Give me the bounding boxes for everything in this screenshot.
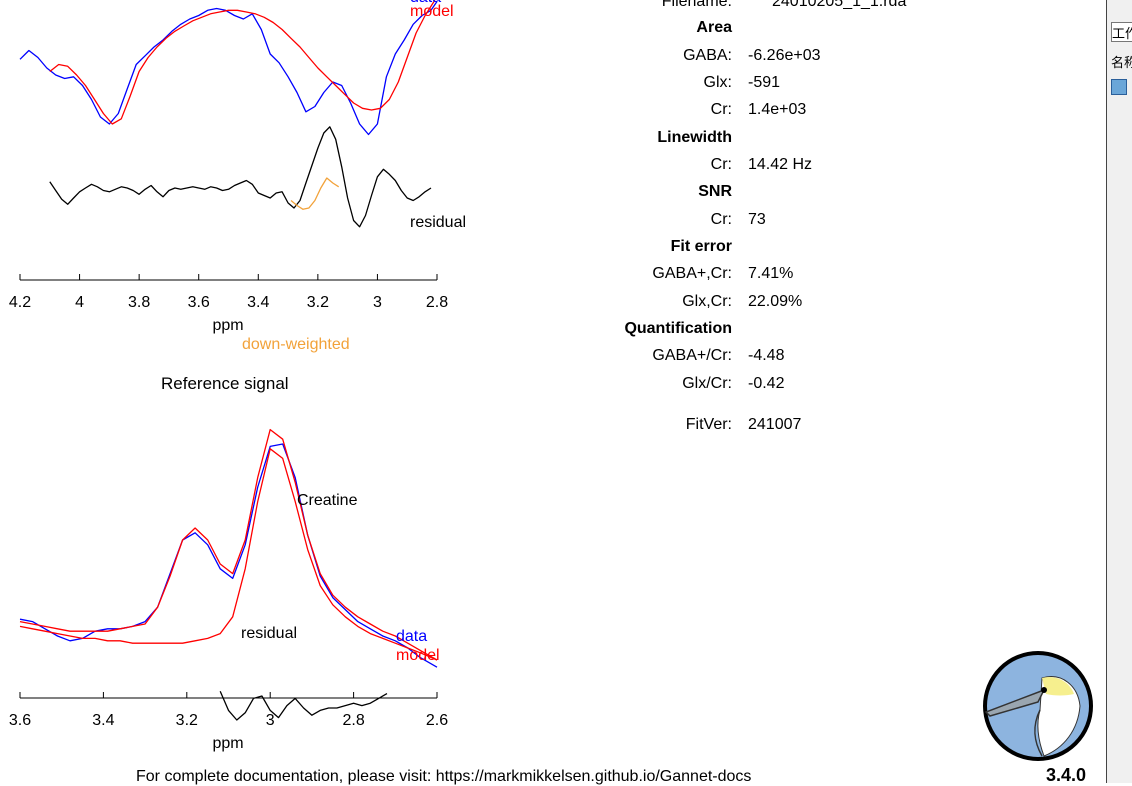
area-header-row: Area [560, 19, 880, 39]
quantification-header: Quantification [624, 320, 732, 337]
cr-linewidth-label: Cr: [710, 156, 732, 173]
x-tick-label: 3.2 [176, 712, 198, 729]
cr-area-label: Cr: [710, 101, 732, 118]
reference-signal-title: Reference signal [161, 374, 289, 393]
down-weighted-label: down-weighted [242, 336, 350, 353]
series-line-data [19, 443, 438, 668]
filename-value: 24010205_1_1.rda [772, 0, 907, 10]
cr-snr-value: 73 [748, 211, 766, 228]
x-tick-label: 3.4 [247, 294, 269, 311]
glx-area-value: -591 [748, 74, 781, 91]
x-tick-label: 3 [373, 294, 382, 311]
gaba-area-label: GABA: [683, 47, 732, 64]
glx-cr-ratio-value: -0.42 [748, 375, 785, 392]
x-tick-label: 2.6 [426, 712, 448, 729]
x-tick-label: 4.2 [9, 294, 31, 311]
side-tab-1[interactable]: 工作 [1111, 22, 1132, 42]
x-tick-label: 3.4 [92, 712, 114, 729]
side-tab-2[interactable]: 名称 [1111, 55, 1132, 70]
x-tick-label: 3.6 [188, 294, 210, 311]
x-tick-label: 3.6 [9, 712, 31, 729]
cr-snr-label: Cr: [710, 211, 732, 228]
quantification-header-row: Quantification [560, 320, 880, 340]
fit-version-label: FitVer: [685, 416, 732, 433]
cr-snr-row: Cr: 73 [560, 211, 880, 231]
glx-cr-fit-error-label: Glx,Cr: [682, 293, 732, 310]
x-tick-label: 4 [75, 294, 84, 311]
series-line-model [49, 0, 436, 125]
x-tick-label: 3.2 [307, 294, 329, 311]
x-tick-label: 2.8 [426, 294, 448, 311]
series-line-data [19, 1, 438, 136]
cr-linewidth-value: 14.42 Hz [748, 156, 813, 173]
glx-cr-fit-error-row: Glx,Cr: 22.09% [560, 293, 880, 313]
cr-area-value: 1.4e+03 [748, 101, 807, 118]
filename-label: Filename: [661, 0, 732, 10]
x-tick-label: 2.8 [342, 712, 364, 729]
cr-linewidth-row: Cr: 14.42 Hz [560, 156, 880, 176]
glx-area-row: Glx: -591 [560, 74, 880, 94]
residual-label: residual [241, 625, 297, 642]
gaba-area-row: GABA: -6.26e+03 [560, 47, 880, 67]
area-header: Area [696, 19, 732, 36]
residual-label: residual [410, 214, 466, 231]
gannet-logo-icon [983, 651, 1093, 761]
creatine-label: Creatine [297, 492, 358, 509]
documentation-link-text: For complete documentation, please visit… [136, 768, 752, 785]
series-line-model [19, 428, 438, 661]
legend-data-label: data [396, 628, 427, 645]
reference-fit-plot: 3.6 3.4 3.2 3 2.8 2.6 ppm data model Creatine resi… [9, 428, 448, 752]
series-line-residual [49, 126, 432, 228]
fit-error-header: Fit error [670, 238, 732, 255]
legend-model-label: model [410, 3, 454, 20]
filename-row: Filename: 24010205_1_1.rda [560, 0, 907, 13]
side-file-icon[interactable] [1111, 78, 1132, 96]
x-axis-label: ppm [212, 735, 243, 752]
glx-area-label: Glx: [703, 74, 732, 91]
fit-version-value: 241007 [748, 416, 802, 433]
snr-header-row: SNR [560, 183, 880, 203]
fit-error-header-row: Fit error [560, 238, 880, 258]
gaba-cr-fit-error-row: GABA+,Cr: 7.41% [560, 265, 880, 285]
linewidth-header-row: Linewidth [560, 129, 880, 149]
glx-cr-ratio-label: Glx/Cr: [682, 375, 732, 392]
x-axis-label: ppm [212, 317, 243, 334]
gaba-area-value: -6.26e+03 [748, 47, 821, 64]
gaba-cr-ratio-row: GABA+/Cr: -4.48 [560, 347, 880, 367]
fit-version-row: FitVer: 241007 [560, 416, 880, 436]
cr-area-row: Cr: 1.4e+03 [560, 101, 880, 121]
legend-model-label: model [396, 647, 440, 664]
gaba-cr-ratio-label: GABA+/Cr: [652, 347, 732, 364]
gaba-cr-fit-error-value: 7.41% [748, 265, 794, 282]
series-line-down-weighted [290, 177, 340, 210]
glx-cr-fit-error-value: 22.09% [748, 293, 803, 310]
linewidth-header: Linewidth [657, 129, 732, 146]
x-tick-label: 3.8 [128, 294, 150, 311]
file-icon [1111, 78, 1127, 95]
series-line-model [19, 448, 438, 661]
series-line-residual [219, 690, 388, 721]
side-panel-strip: 工作 名称 [1106, 0, 1132, 783]
glx-cr-ratio-row: Glx/Cr: -0.42 [560, 375, 880, 395]
legend-data-label: data [410, 0, 441, 6]
snr-header: SNR [698, 183, 732, 200]
gaba-cr-ratio-value: -4.48 [748, 347, 785, 364]
gaba-cr-fit-error-label: GABA+,Cr: [652, 265, 732, 282]
version-label: 3.4.0 [1046, 765, 1087, 785]
x-tick-label: 3 [266, 712, 275, 729]
